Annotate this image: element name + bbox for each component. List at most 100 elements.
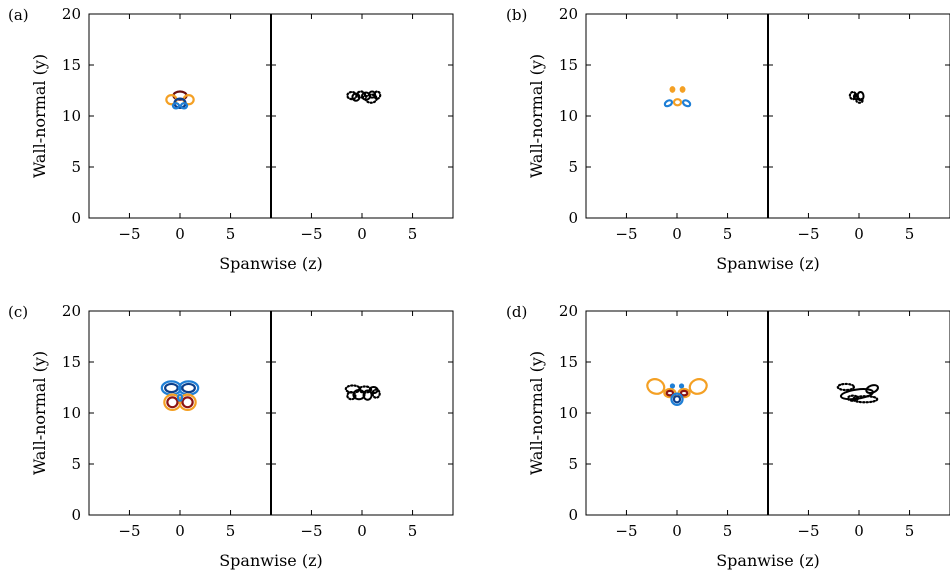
structure-contour-6 — [371, 388, 381, 399]
y-tick-label: 0 — [568, 209, 578, 227]
right-subplot: −5 0 5 — [767, 310, 950, 540]
y-tick-label: 5 — [568, 455, 578, 473]
plot-frame — [585, 310, 769, 516]
left-subplot: −5 0 5 0 5 10 15 20 — [559, 5, 769, 243]
y-tick-label: 15 — [559, 56, 578, 74]
y-tick-label: 20 — [62, 302, 81, 320]
plot-frame — [88, 310, 272, 516]
structure-contour-5 — [346, 390, 357, 401]
mode-contour-2 — [672, 98, 683, 107]
mode-contour-6 — [178, 393, 197, 412]
right-subplot: −5 0 5 — [270, 310, 454, 540]
x-tick-label: −5 — [615, 522, 637, 540]
x-tick-label: −5 — [300, 522, 322, 540]
mode-contour-5 — [179, 102, 189, 110]
mode-contour-3 — [678, 383, 685, 389]
mode-contour-1 — [688, 378, 708, 395]
plot-frame — [270, 310, 454, 516]
plot-frame — [270, 13, 454, 219]
x-tick-label: 0 — [357, 225, 367, 243]
panel-label: (a) — [8, 6, 29, 24]
mode-contour-0 — [646, 378, 666, 395]
y-tick-label: 20 — [559, 302, 578, 320]
left-subplot: −5 0 5 0 5 10 15 20 — [62, 5, 272, 243]
x-tick-label: −5 — [300, 225, 322, 243]
y-tick-label: 0 — [568, 506, 578, 524]
mode-contour-4 — [171, 102, 181, 110]
x-tick-label: 0 — [357, 522, 367, 540]
panel-d: (d) Wall-normal (y) Spanwise (z) −5 0 5 0 5 10 15… — [506, 302, 950, 570]
y-tick-label: 10 — [559, 404, 578, 422]
x-tick-label: −5 — [118, 522, 140, 540]
right-subplot: −5 0 5 — [270, 13, 454, 243]
right-subplot: −5 0 5 — [767, 13, 950, 243]
x-tick-label: 5 — [226, 522, 236, 540]
x-tick-label: 5 — [905, 522, 915, 540]
mode-contour-3 — [663, 99, 674, 108]
structure-contour-2 — [848, 90, 858, 101]
structure-contour-5 — [355, 90, 367, 99]
y-axis-label: Wall-normal (y) — [527, 351, 546, 475]
plot-frame — [767, 13, 950, 219]
x-tick-label: −5 — [118, 225, 140, 243]
y-tick-label: 5 — [71, 158, 81, 176]
y-tick-label: 10 — [62, 404, 81, 422]
x-tick-label: 0 — [854, 225, 864, 243]
mode-contour-3 — [181, 382, 196, 394]
panel-c: (c) Wall-normal (y) Spanwise (z) −5 0 5 0 5 10 15… — [8, 302, 454, 570]
structure-contour-4 — [846, 394, 860, 402]
x-axis-label: Spanwise (z) — [716, 254, 820, 273]
x-tick-label: −5 — [797, 522, 819, 540]
mode-contour-1 — [164, 382, 179, 394]
structure-contour-2 — [836, 382, 856, 392]
mode-contour-0 — [669, 86, 676, 93]
mode-contour-4 — [681, 99, 692, 108]
mode-contour-5 — [166, 396, 179, 409]
x-axis-label: Spanwise (z) — [219, 551, 323, 570]
y-tick-label: 10 — [559, 107, 578, 125]
y-axis-label: Wall-normal (y) — [30, 351, 49, 475]
structure-contour-1 — [362, 389, 373, 401]
x-tick-label: 5 — [408, 225, 418, 243]
y-tick-label: 20 — [62, 5, 81, 23]
x-tick-label: 5 — [905, 225, 915, 243]
mode-contour-8 — [670, 392, 684, 406]
y-tick-label: 5 — [568, 158, 578, 176]
y-tick-label: 15 — [559, 353, 578, 371]
y-tick-label: 0 — [71, 506, 81, 524]
mode-contour-9 — [672, 395, 682, 404]
panel-a: (a) Wall-normal (y) Spanwise (z) −5 0 5 0 5 10 15… — [8, 5, 454, 273]
x-tick-label: 5 — [408, 522, 418, 540]
left-subplot: −5 0 5 0 5 10 15 20 — [62, 302, 272, 540]
x-tick-label: −5 — [615, 225, 637, 243]
x-tick-label: 5 — [723, 225, 733, 243]
x-tick-label: 0 — [175, 225, 185, 243]
y-tick-label: 20 — [559, 5, 578, 23]
x-tick-label: 0 — [672, 522, 682, 540]
mode-contour-1 — [679, 86, 686, 93]
panel-label: (d) — [506, 303, 527, 321]
plot-frame — [767, 310, 950, 516]
x-axis-label: Spanwise (z) — [716, 551, 820, 570]
x-tick-label: 0 — [672, 225, 682, 243]
x-tick-label: 5 — [723, 522, 733, 540]
panel-label: (b) — [506, 6, 527, 24]
y-tick-label: 15 — [62, 56, 81, 74]
y-tick-label: 15 — [62, 353, 81, 371]
plot-frame — [585, 13, 769, 219]
mode-contour-5 — [665, 389, 675, 397]
x-tick-label: 0 — [854, 522, 864, 540]
y-axis-label: Wall-normal (y) — [527, 54, 546, 178]
x-tick-label: 0 — [175, 522, 185, 540]
mode-contour-7 — [181, 396, 194, 409]
left-subplot: −5 0 5 0 5 10 15 20 — [559, 302, 769, 540]
structure-contour-1 — [865, 384, 879, 394]
x-tick-label: −5 — [797, 225, 819, 243]
structure-contour-4 — [357, 385, 373, 394]
mode-contour-7 — [679, 389, 689, 397]
x-axis-label: Spanwise (z) — [219, 254, 323, 273]
mode-contour-2 — [669, 383, 676, 389]
structure-contour-3 — [855, 97, 864, 104]
x-tick-label: 5 — [226, 225, 236, 243]
